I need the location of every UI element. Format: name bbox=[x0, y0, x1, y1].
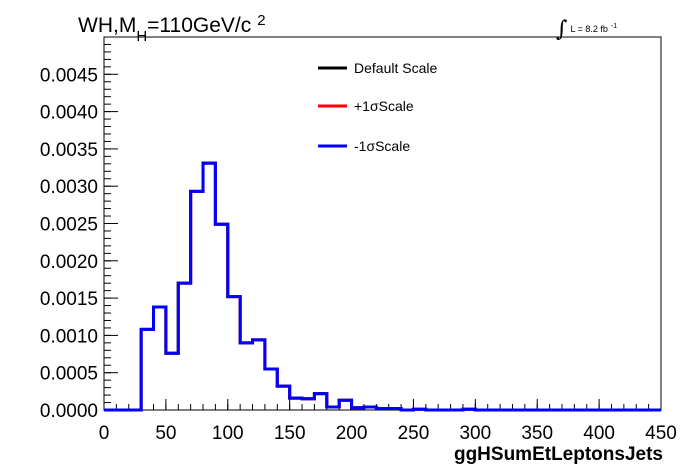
y-tick-label: 0.0000 bbox=[40, 401, 98, 422]
y-tick-label: 0.0015 bbox=[40, 289, 98, 310]
series-line bbox=[104, 161, 661, 412]
y-axis: 0.0000 0.0005 0.0010 0.0015 0.0020 0.0025 0.00… bbox=[40, 36, 118, 422]
x-tick-label: 300 bbox=[459, 423, 491, 444]
y-tick-label: 0.0005 bbox=[40, 364, 98, 385]
title-middle: =110GeV/c bbox=[147, 14, 251, 37]
y-tick-label: 0.0020 bbox=[40, 252, 98, 273]
x-tick-label: 50 bbox=[155, 423, 176, 444]
x-tick-label: 400 bbox=[583, 423, 615, 444]
chart-title: WH,MH=110GeV/c 2 bbox=[78, 12, 266, 45]
series-line bbox=[104, 161, 661, 412]
luminosity-label: ∫ L = 8.2 fb -1 bbox=[556, 17, 617, 42]
series-line bbox=[104, 161, 661, 412]
luminosity-text: L = 8.2 fb bbox=[570, 24, 607, 34]
x-tick-label: 0 bbox=[99, 423, 110, 444]
x-axis-title: ggHSumEtLeptonsJets bbox=[454, 444, 663, 465]
legend-label: +1σScale bbox=[354, 98, 414, 114]
x-tick-label: 150 bbox=[274, 423, 306, 444]
x-tick-label: 450 bbox=[645, 423, 677, 444]
series-group bbox=[104, 161, 661, 412]
x-tick-label: 350 bbox=[521, 423, 553, 444]
plot-frame bbox=[103, 36, 662, 411]
legend-label: -1σScale bbox=[354, 138, 410, 154]
y-tick-label: 0.0045 bbox=[40, 65, 98, 86]
x-tick-label: 200 bbox=[336, 423, 368, 444]
legend-label: Default Scale bbox=[354, 60, 437, 76]
y-tick-label: 0.0030 bbox=[40, 177, 98, 198]
y-tick-label: 0.0040 bbox=[40, 103, 98, 124]
title-superscript: 2 bbox=[257, 12, 265, 29]
y-tick-label: 0.0035 bbox=[40, 140, 98, 161]
title-prefix: WH,M bbox=[78, 14, 136, 37]
luminosity-superscript: -1 bbox=[611, 23, 617, 30]
integral-sign: ∫ bbox=[556, 17, 568, 42]
legend: Default Scale +1σScale -1σScale bbox=[318, 60, 437, 154]
x-tick-label: 100 bbox=[212, 423, 244, 444]
y-tick-label: 0.0025 bbox=[40, 215, 98, 236]
x-axis: 0 50 100 150 200 250 300 350 400 450 bbox=[99, 399, 677, 444]
x-tick-label: 250 bbox=[398, 423, 430, 444]
y-tick-label: 0.0010 bbox=[40, 326, 98, 347]
